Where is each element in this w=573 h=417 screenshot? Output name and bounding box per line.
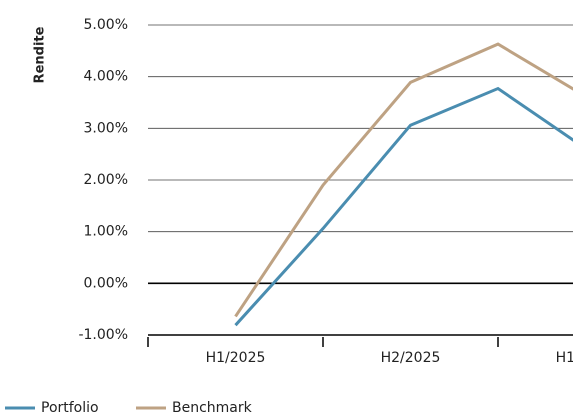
x-tick-label: H2/2025 xyxy=(381,350,441,366)
y-tick-label: 0.00% xyxy=(84,275,128,291)
legend-label: Benchmark xyxy=(172,400,253,416)
x-tick-label: H1/2026 xyxy=(556,350,573,366)
y-axis-label: Rendite xyxy=(33,26,48,83)
series-line xyxy=(234,42,573,318)
x-tick-label: H1/2025 xyxy=(206,350,266,366)
series-line xyxy=(234,86,573,327)
legend-label: Portfolio xyxy=(41,400,99,416)
y-tick-label: 4.00% xyxy=(84,69,128,85)
y-tick-label: 1.00% xyxy=(84,224,128,240)
y-tick-label: 5.00% xyxy=(84,17,128,33)
y-tick-label: -1.00% xyxy=(78,327,128,343)
y-tick-label: 3.00% xyxy=(84,120,128,136)
y-tick-label: 2.00% xyxy=(84,172,128,188)
